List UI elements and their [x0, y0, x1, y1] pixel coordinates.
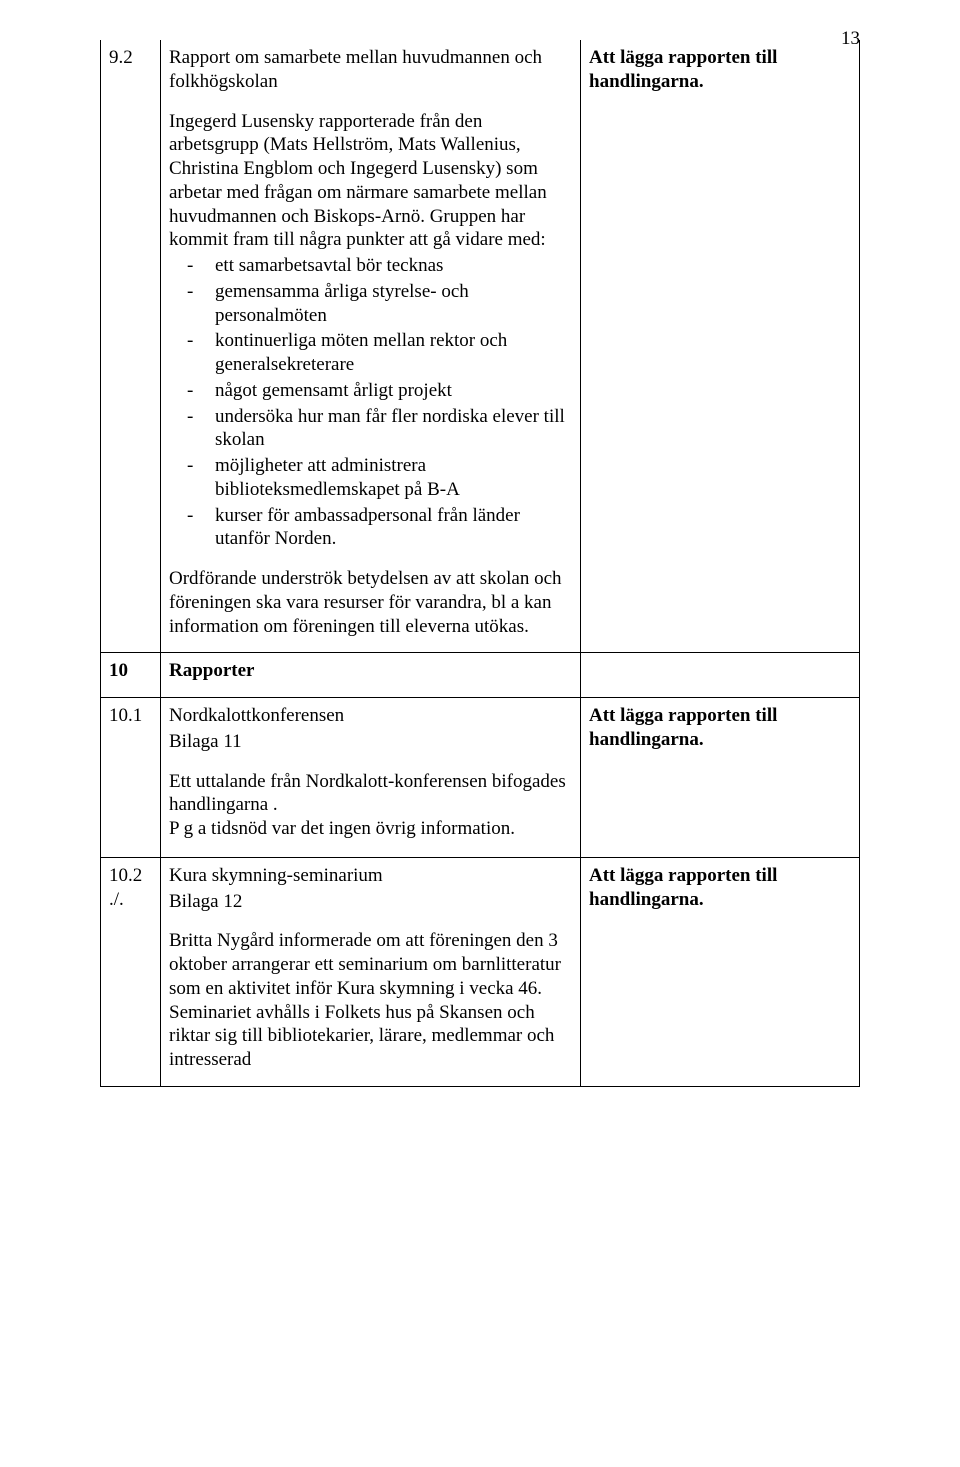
- row-10-1: 10.1 Nordkalottkonferensen Bilaga 11 Ett…: [101, 698, 860, 858]
- row-9-2-bullets: ett samarbetsavtal bör tecknas gemensamm…: [169, 254, 572, 551]
- bullet-item: något gemensamt årligt projekt: [215, 379, 572, 403]
- row-10-1-number: 10.1: [101, 698, 161, 858]
- row-10-2-body: Kura skymning-seminarium Bilaga 12 Britt…: [161, 857, 581, 1086]
- row-10-1-para2: P g a tidsnöd var det ingen övrig inform…: [169, 817, 572, 841]
- row-9-2-title: Rapport om samarbete mellan huvudmannen …: [169, 46, 572, 94]
- row-10: 10 Rapporter: [101, 653, 860, 698]
- document-table: 9.2 Rapport om samarbete mellan huvudman…: [100, 40, 860, 1087]
- row-10-1-line1: Nordkalottkonferensen: [169, 704, 572, 728]
- row-10-2-line2: Bilaga 12: [169, 890, 572, 914]
- row-10-action: [581, 653, 860, 698]
- row-9-2-body: Rapport om samarbete mellan huvudmannen …: [161, 40, 581, 653]
- row-10-2-line1: Kura skymning-seminarium: [169, 864, 572, 888]
- row-10-body: Rapporter: [161, 653, 581, 698]
- row-9-2: 9.2 Rapport om samarbete mellan huvudman…: [101, 40, 860, 653]
- row-9-2-intro: Ingegerd Lusensky rapporterade från den …: [169, 110, 572, 253]
- row-10-2-para: Britta Nygård informerade om att förenin…: [169, 929, 572, 1072]
- row-10-2: 10.2 ./. Kura skymning-seminarium Bilaga…: [101, 857, 860, 1086]
- row-10-title: Rapporter: [169, 660, 254, 681]
- bullet-item: undersöka hur man får fler nordiska elev…: [215, 405, 572, 453]
- row-9-2-action-text: Att lägga rapporten till handlingarna.: [589, 47, 777, 92]
- row-9-2-action: Att lägga rapporten till handlingarna.: [581, 40, 860, 653]
- row-10-2-number-cell: 10.2 ./.: [101, 857, 161, 1086]
- row-10-2-number: 10.2: [109, 864, 152, 888]
- row-10-2-action-text: Att lägga rapporten till handlingarna.: [589, 865, 777, 910]
- page-number: 13: [841, 28, 860, 50]
- row-10-1-action: Att lägga rapporten till handlingarna.: [581, 698, 860, 858]
- row-10-1-para: Ett uttalande från Nordkalott-konferense…: [169, 770, 572, 818]
- bullet-item: ett samarbetsavtal bör tecknas: [215, 254, 572, 278]
- bullet-item: gemensamma årliga styrelse- och personal…: [215, 280, 572, 328]
- row-10-2-number2: ./.: [109, 888, 152, 912]
- row-10-1-line2: Bilaga 11: [169, 730, 572, 754]
- row-9-2-closing: Ordförande underströk betydelsen av att …: [169, 567, 572, 638]
- row-10-1-body: Nordkalottkonferensen Bilaga 11 Ett utta…: [161, 698, 581, 858]
- row-10-number: 10: [101, 653, 161, 698]
- row-10-2-action: Att lägga rapporten till handlingarna.: [581, 857, 860, 1086]
- row-9-2-number: 9.2: [101, 40, 161, 653]
- bullet-item: möjligheter att administrera biblioteksm…: [215, 454, 572, 502]
- row-10-1-action-text: Att lägga rapporten till handlingarna.: [589, 705, 777, 750]
- bullet-item: kontinuerliga möten mellan rektor och ge…: [215, 329, 572, 377]
- bullet-item: kurser för ambassadpersonal från länder …: [215, 504, 572, 552]
